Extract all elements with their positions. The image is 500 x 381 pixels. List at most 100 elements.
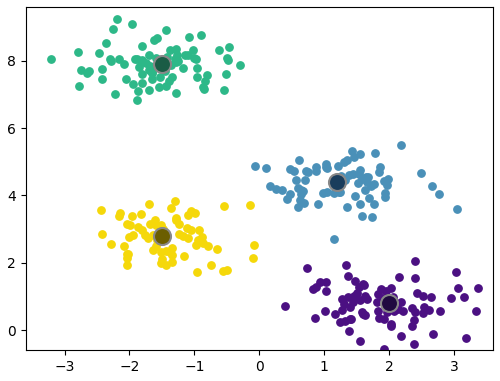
Point (111, 91, 119, 97)
Point (153, 35, 161, 41)
Point (364, 195, 372, 201)
Point (333, 179, 341, 185)
Point (374, 308, 382, 314)
Point (168, 252, 176, 258)
Point (223, 55, 231, 61)
Point (342, 262, 349, 268)
Point (425, 307, 433, 313)
Point (148, 70, 156, 77)
Point (172, 46, 180, 52)
Point (161, 233, 169, 239)
Point (110, 26, 118, 32)
Point (215, 46, 223, 53)
Point (312, 168, 320, 174)
Point (98, 76, 106, 82)
Point (341, 177, 349, 183)
Point (296, 157, 304, 163)
Point (128, 21, 136, 27)
Point (356, 338, 364, 344)
Point (398, 142, 406, 148)
Point (411, 258, 419, 264)
Point (398, 299, 406, 305)
Point (294, 204, 302, 210)
Point (184, 52, 192, 58)
Point (388, 294, 396, 300)
Point (141, 232, 149, 238)
Point (336, 189, 344, 195)
Point (130, 232, 138, 238)
Point (330, 236, 338, 242)
Point (385, 300, 393, 306)
Point (340, 301, 348, 307)
Point (330, 311, 338, 317)
Point (388, 323, 396, 329)
Point (85, 68, 93, 74)
Point (192, 74, 200, 80)
Point (356, 151, 364, 157)
Point (355, 284, 363, 290)
Point (151, 216, 159, 223)
Point (200, 86, 208, 92)
Point (359, 311, 367, 317)
Point (148, 76, 156, 82)
Point (222, 267, 230, 273)
Point (400, 308, 407, 314)
Point (390, 308, 398, 314)
Point (380, 178, 388, 184)
Point (340, 158, 348, 165)
Point (358, 176, 366, 182)
Point (297, 190, 305, 197)
Point (116, 213, 124, 219)
Point (272, 186, 280, 192)
Point (322, 279, 330, 285)
Point (158, 260, 166, 266)
Point (189, 46, 197, 53)
Point (158, 256, 166, 262)
Point (454, 206, 462, 212)
Point (292, 177, 300, 183)
Point (382, 194, 390, 200)
Point (156, 74, 164, 80)
Point (124, 255, 132, 261)
Point (342, 204, 350, 210)
Point (397, 333, 405, 339)
Point (376, 164, 384, 170)
Point (224, 57, 232, 63)
Point (120, 243, 128, 249)
Point (136, 211, 144, 218)
Point (360, 282, 368, 288)
Point (183, 224, 191, 231)
Point (262, 165, 270, 171)
Point (157, 249, 165, 255)
Point (144, 235, 152, 241)
Point (192, 269, 200, 275)
Point (395, 274, 403, 280)
Point (320, 190, 328, 196)
Point (171, 56, 179, 62)
Point (77, 67, 85, 73)
Point (337, 173, 345, 179)
Point (148, 69, 156, 75)
Point (300, 200, 308, 206)
Point (168, 74, 176, 80)
Point (165, 78, 173, 84)
Point (204, 243, 212, 249)
Point (168, 245, 175, 251)
Point (138, 43, 146, 49)
Point (130, 56, 138, 62)
Point (145, 67, 153, 73)
Point (286, 166, 294, 172)
Point (336, 179, 344, 185)
Point (185, 34, 193, 40)
Point (128, 213, 136, 219)
Point (251, 163, 259, 169)
Point (114, 16, 122, 22)
Point (294, 185, 302, 191)
Point (356, 167, 364, 173)
Point (145, 87, 153, 93)
Point (303, 266, 311, 272)
Point (180, 253, 188, 259)
Point (410, 341, 418, 347)
Point (74, 49, 82, 55)
Point (154, 237, 162, 243)
